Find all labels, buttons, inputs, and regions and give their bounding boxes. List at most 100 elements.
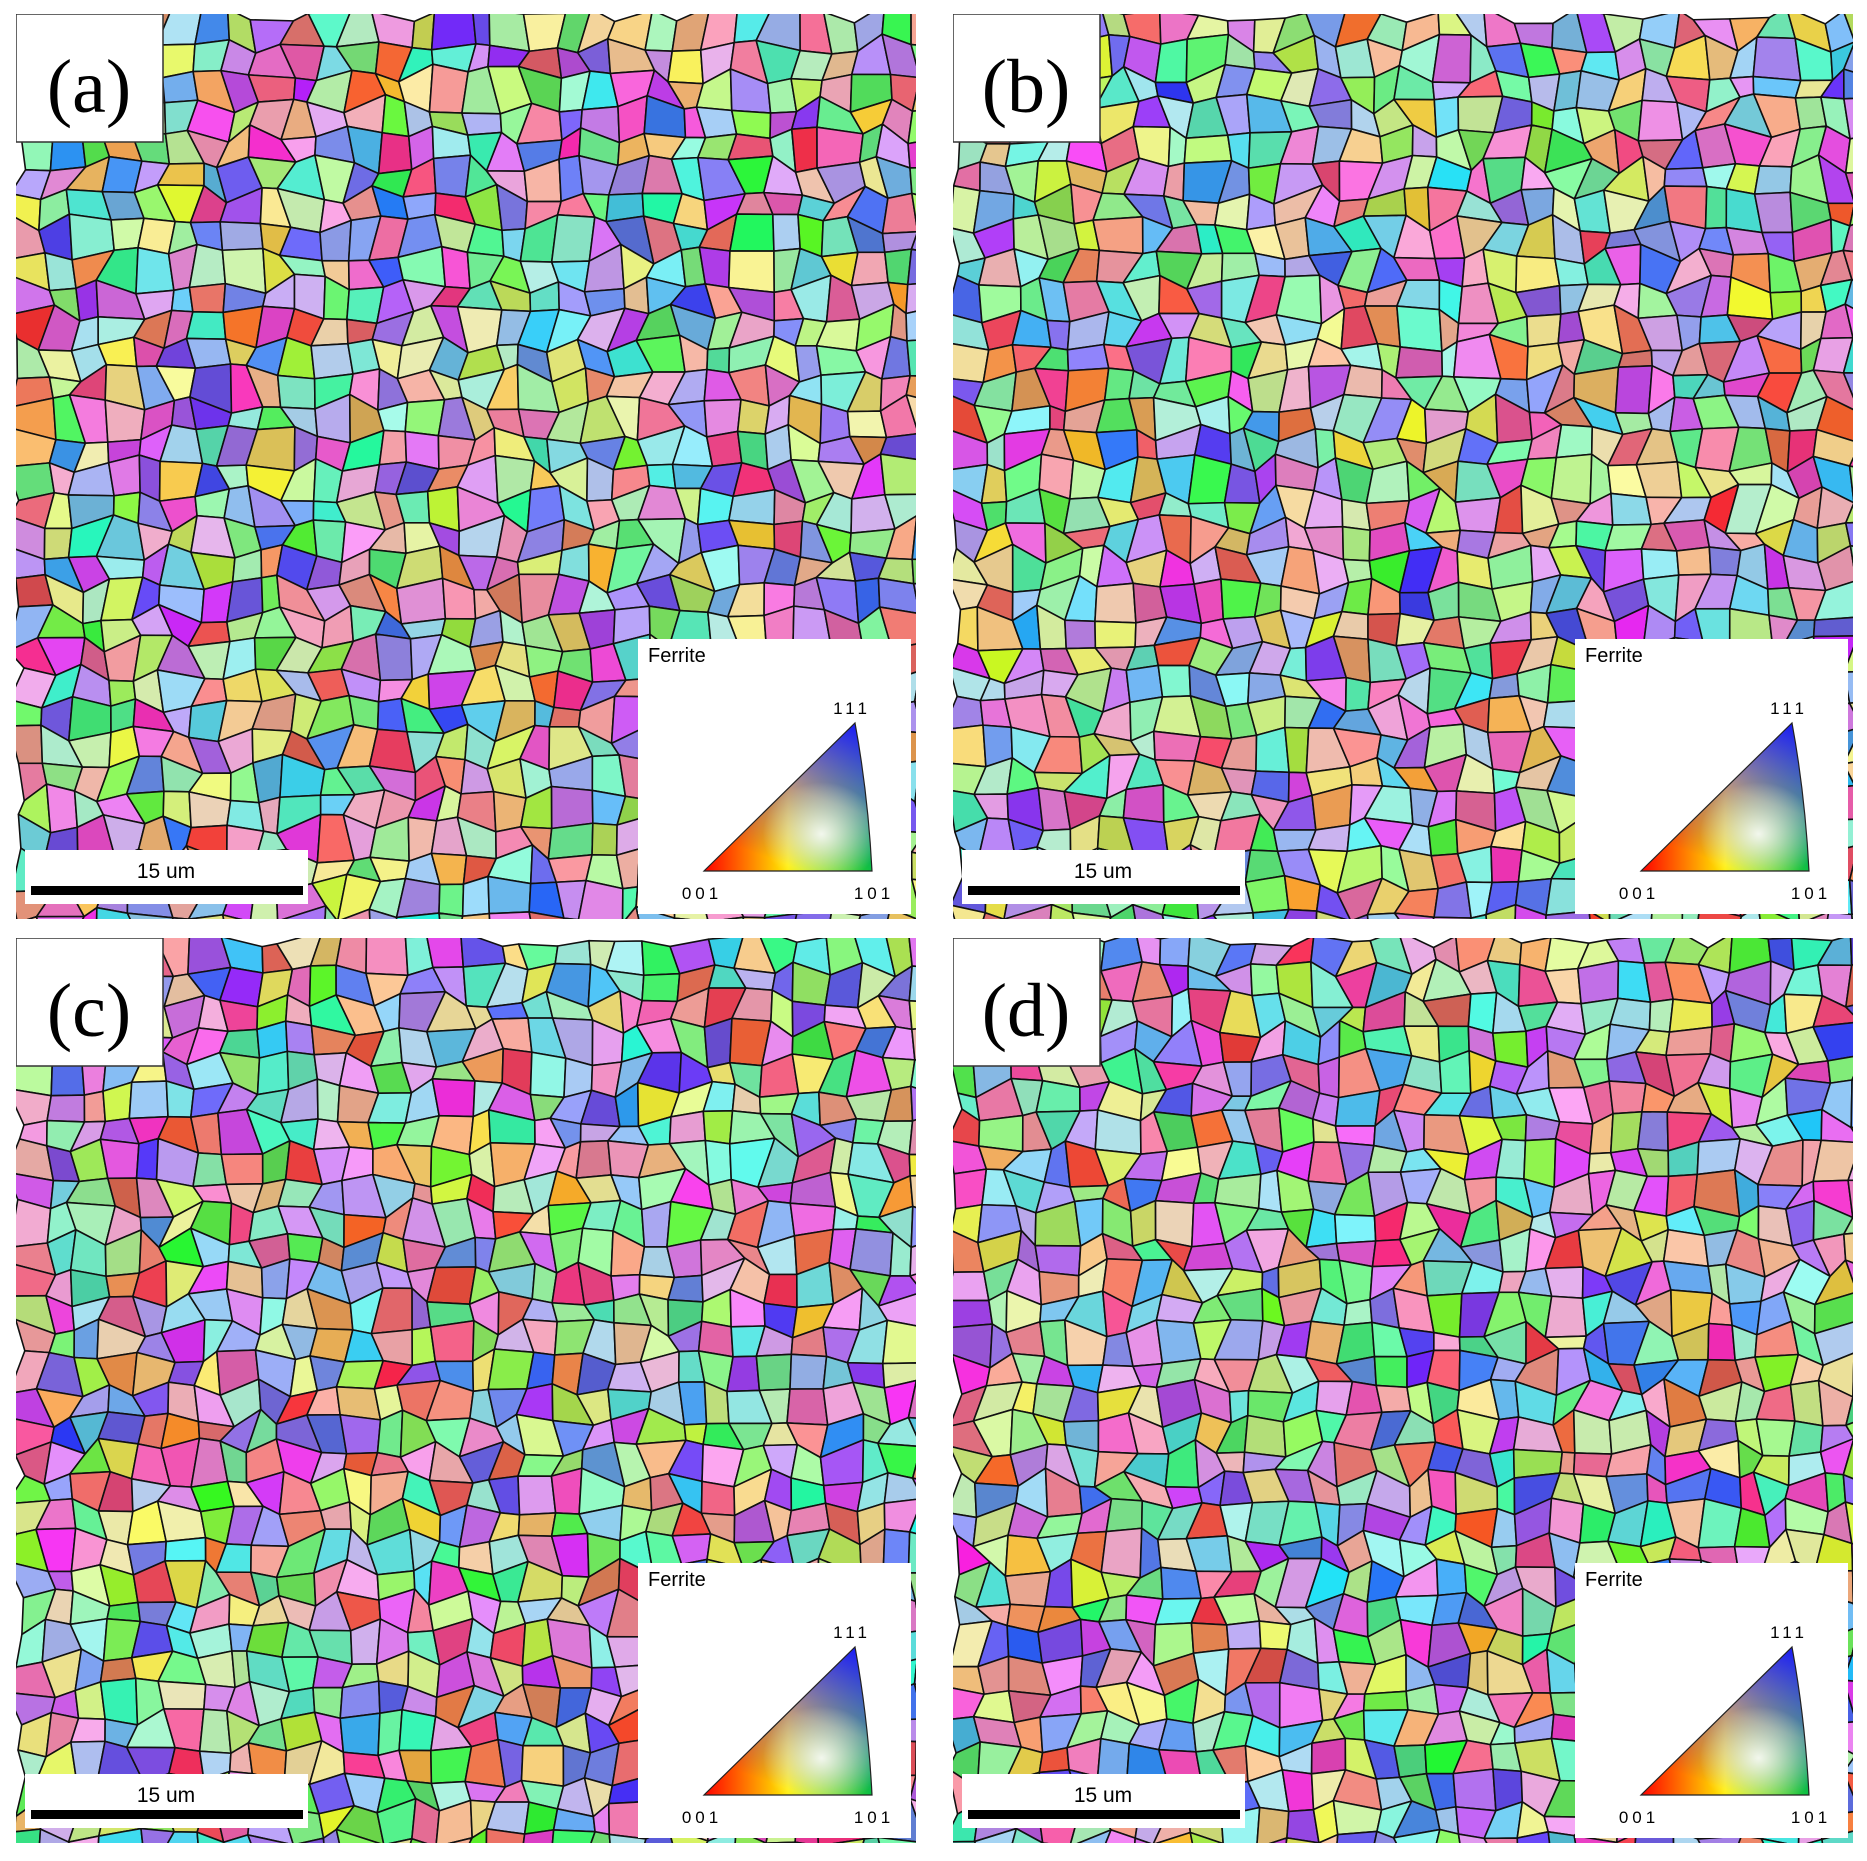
grain xyxy=(726,1355,761,1393)
grain xyxy=(551,1829,596,1843)
grain xyxy=(107,454,141,497)
grain xyxy=(461,875,491,918)
grain xyxy=(910,43,916,67)
grain xyxy=(878,606,916,650)
grain xyxy=(1096,1737,1131,1778)
grain xyxy=(1812,455,1853,504)
grain xyxy=(723,916,745,919)
grain xyxy=(1844,171,1853,201)
grain xyxy=(219,221,264,252)
grain xyxy=(1343,364,1383,399)
grain xyxy=(1333,1213,1377,1245)
grain xyxy=(550,785,594,830)
grain xyxy=(1122,784,1165,824)
grain xyxy=(973,1827,1018,1843)
grain xyxy=(1849,206,1853,227)
grains xyxy=(16,938,916,1843)
grain xyxy=(128,1080,169,1120)
grain xyxy=(907,1379,916,1419)
grain xyxy=(1284,726,1310,774)
legend-title: Ferrite xyxy=(1585,645,1643,667)
grain xyxy=(517,1512,557,1537)
grain xyxy=(591,822,618,857)
grain xyxy=(1395,346,1444,379)
grain xyxy=(1315,910,1348,919)
grain xyxy=(1076,1829,1112,1843)
grain xyxy=(1812,994,1853,1028)
grain xyxy=(1283,908,1318,919)
grain xyxy=(562,917,579,919)
grain xyxy=(1315,884,1351,919)
grain xyxy=(909,1273,916,1285)
grain xyxy=(1812,1139,1853,1183)
pole-label: 001 xyxy=(682,1808,722,1827)
grain xyxy=(910,1059,916,1089)
label-box xyxy=(16,14,164,143)
grain xyxy=(913,1682,916,1693)
grain xyxy=(1576,960,1620,1005)
grain xyxy=(1252,908,1290,919)
grain xyxy=(953,904,987,919)
panel-label: (a) xyxy=(47,45,131,129)
grain xyxy=(276,374,316,410)
grain xyxy=(646,463,677,490)
grain xyxy=(729,213,775,252)
grain xyxy=(157,1680,207,1711)
grain xyxy=(877,1275,916,1307)
grain xyxy=(736,398,771,435)
legend-box xyxy=(638,1563,911,1838)
grain xyxy=(220,1153,264,1186)
grain xyxy=(1753,165,1793,195)
grain xyxy=(909,1774,916,1802)
grain xyxy=(247,1834,289,1843)
grain xyxy=(910,851,916,881)
grain xyxy=(1788,1420,1824,1457)
grain xyxy=(1353,913,1369,919)
grain xyxy=(378,429,408,466)
grain xyxy=(911,1462,916,1480)
grain xyxy=(1757,905,1791,919)
grain xyxy=(1707,1322,1736,1362)
grain xyxy=(522,1829,555,1843)
scale-bar xyxy=(31,1810,303,1819)
grain xyxy=(1708,546,1742,577)
grain xyxy=(1344,676,1372,712)
grain xyxy=(126,912,174,919)
grain xyxy=(198,1708,232,1755)
grain xyxy=(905,394,916,429)
grain xyxy=(316,1078,341,1123)
grain xyxy=(81,906,98,919)
grain xyxy=(850,251,889,287)
grain xyxy=(1813,580,1853,621)
grain xyxy=(1812,369,1853,411)
grain xyxy=(1546,663,1581,704)
grain xyxy=(1662,1260,1714,1295)
grain xyxy=(763,1273,798,1309)
grain xyxy=(786,1388,829,1426)
grain xyxy=(311,873,348,919)
grain xyxy=(794,1841,806,1843)
grain xyxy=(1842,743,1853,765)
grain xyxy=(1516,1831,1551,1843)
grain xyxy=(472,14,491,47)
grain xyxy=(1843,1232,1853,1264)
grain xyxy=(187,914,225,919)
grain xyxy=(1848,465,1853,502)
grain xyxy=(1161,913,1195,919)
pole-label: 101 xyxy=(854,1808,894,1827)
grain xyxy=(1572,1452,1613,1478)
grain xyxy=(953,1840,977,1843)
grain xyxy=(1490,845,1523,884)
grain xyxy=(1755,1418,1796,1457)
grain xyxy=(172,917,190,919)
grain xyxy=(1640,548,1680,581)
grain xyxy=(706,347,731,374)
grain xyxy=(1094,620,1137,649)
grain xyxy=(1125,664,1164,704)
grain xyxy=(438,912,464,919)
pole-label: 111 xyxy=(833,1623,871,1642)
grain xyxy=(905,374,916,399)
grain xyxy=(879,394,916,439)
grain xyxy=(1617,349,1653,369)
grain xyxy=(1011,1827,1044,1843)
